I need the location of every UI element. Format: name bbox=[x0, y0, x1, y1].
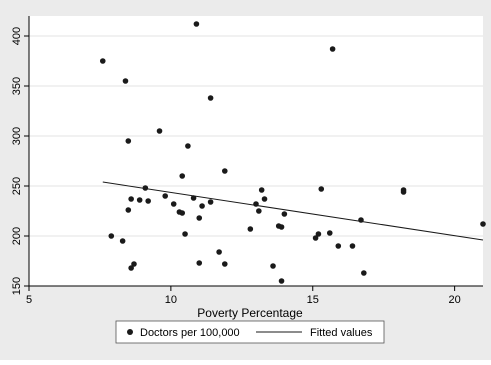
y-tick-label: 200 bbox=[11, 227, 23, 245]
x-axis-label: Poverty Percentage bbox=[197, 306, 303, 320]
legend-item-fitted: Fitted values bbox=[310, 327, 373, 339]
data-point bbox=[182, 231, 188, 237]
x-tick-label: 15 bbox=[307, 294, 319, 306]
data-point bbox=[358, 217, 364, 223]
data-point bbox=[170, 201, 177, 207]
data-point bbox=[190, 195, 197, 201]
data-point bbox=[480, 221, 486, 227]
data-point bbox=[125, 207, 132, 213]
data-point bbox=[136, 197, 143, 203]
data-point bbox=[179, 173, 186, 179]
data-point bbox=[128, 265, 134, 271]
x-tick-label: 5 bbox=[26, 294, 32, 306]
data-point bbox=[261, 196, 268, 202]
x-tick-label: 20 bbox=[449, 294, 461, 306]
y-tick-label: 150 bbox=[11, 277, 23, 295]
data-point bbox=[247, 226, 254, 232]
data-point bbox=[318, 186, 325, 192]
data-point bbox=[193, 21, 200, 27]
data-point bbox=[253, 201, 259, 207]
data-point bbox=[278, 278, 285, 284]
data-point bbox=[179, 210, 186, 216]
data-point bbox=[278, 224, 285, 230]
scatter-points bbox=[99, 21, 486, 284]
data-point bbox=[185, 143, 191, 149]
x-axis-ticks: 5 10 15 20 bbox=[26, 286, 461, 306]
axes bbox=[28, 16, 483, 287]
data-point bbox=[207, 199, 214, 205]
data-point bbox=[281, 211, 288, 217]
data-point bbox=[99, 58, 106, 64]
data-point bbox=[349, 243, 356, 249]
data-point bbox=[162, 193, 168, 199]
data-point bbox=[400, 189, 407, 195]
data-point bbox=[131, 261, 137, 267]
plot-area bbox=[29, 16, 483, 286]
data-point bbox=[199, 203, 205, 209]
data-point bbox=[270, 263, 276, 269]
data-point bbox=[196, 215, 203, 221]
data-point bbox=[258, 187, 265, 193]
data-point bbox=[221, 261, 228, 267]
data-point bbox=[119, 238, 126, 244]
y-tick-label: 250 bbox=[11, 177, 23, 195]
x-tick-label: 10 bbox=[165, 294, 177, 306]
data-point bbox=[256, 208, 262, 214]
fitted-line bbox=[102, 181, 484, 241]
data-point bbox=[315, 231, 322, 237]
data-point bbox=[145, 198, 151, 204]
y-tick-label: 350 bbox=[11, 77, 23, 95]
legend-box bbox=[115, 320, 385, 344]
data-point bbox=[156, 128, 163, 134]
legend-dot-icon bbox=[127, 329, 133, 335]
data-point bbox=[207, 95, 214, 101]
legend-item-doctors: Doctors per 100,000 bbox=[140, 327, 240, 339]
data-point bbox=[196, 260, 203, 266]
data-point bbox=[128, 196, 134, 202]
legend: Doctors per 100,000 Fitted values bbox=[115, 320, 385, 344]
data-point bbox=[221, 168, 228, 174]
data-point bbox=[312, 235, 319, 241]
data-point bbox=[329, 46, 336, 52]
data-point bbox=[335, 243, 342, 249]
data-point bbox=[361, 270, 367, 276]
data-point bbox=[142, 185, 149, 191]
data-point bbox=[122, 78, 129, 84]
data-point bbox=[326, 230, 333, 236]
data-point bbox=[125, 138, 132, 144]
y-axis-ticks: 150 200 250 300 350 400 bbox=[11, 27, 29, 295]
y-tick-label: 300 bbox=[11, 127, 23, 145]
data-point bbox=[216, 249, 222, 255]
y-tick-label: 400 bbox=[11, 27, 23, 45]
fitted-line-series bbox=[102, 181, 484, 241]
data-point bbox=[108, 233, 115, 239]
